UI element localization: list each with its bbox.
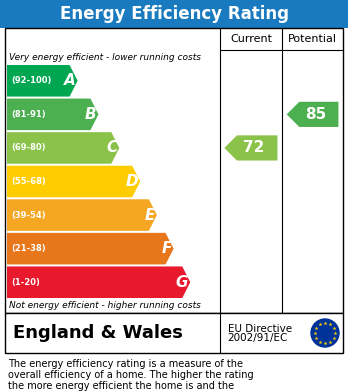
Polygon shape: [287, 102, 339, 127]
Text: F: F: [161, 241, 172, 256]
Text: (55-68): (55-68): [11, 177, 46, 186]
Bar: [5, 28, 343, 313]
Text: G: G: [176, 275, 188, 290]
Circle shape: [311, 319, 339, 347]
Polygon shape: [7, 65, 78, 97]
Text: England & Wales: England & Wales: [13, 324, 183, 342]
Text: Very energy efficient - lower running costs: Very energy efficient - lower running co…: [9, 52, 201, 61]
Text: The energy efficiency rating is a measure of the: The energy efficiency rating is a measur…: [8, 359, 243, 369]
Text: (69-80): (69-80): [11, 143, 46, 152]
Polygon shape: [7, 199, 157, 231]
Polygon shape: [7, 132, 119, 164]
Polygon shape: [224, 135, 277, 161]
Text: Energy Efficiency Rating: Energy Efficiency Rating: [60, 5, 288, 23]
Text: C: C: [106, 140, 117, 156]
Bar: [0, 0, 348, 28]
Polygon shape: [7, 266, 190, 298]
Text: (39-54): (39-54): [11, 211, 46, 220]
Text: E: E: [144, 208, 155, 222]
Polygon shape: [7, 233, 174, 264]
Text: 72: 72: [243, 140, 265, 156]
Polygon shape: [7, 99, 98, 130]
Text: overall efficiency of a home. The higher the rating: overall efficiency of a home. The higher…: [8, 370, 254, 380]
Text: Potential: Potential: [288, 34, 337, 44]
Text: Current: Current: [230, 34, 272, 44]
Text: 2002/91/EC: 2002/91/EC: [228, 333, 288, 343]
Text: A: A: [64, 73, 76, 88]
Text: EU Directive: EU Directive: [228, 324, 292, 334]
Text: 85: 85: [305, 107, 326, 122]
Text: B: B: [85, 107, 96, 122]
Text: (92-100): (92-100): [11, 76, 52, 85]
Text: the more energy efficient the home is and the: the more energy efficient the home is an…: [8, 381, 234, 391]
Text: (21-38): (21-38): [11, 244, 46, 253]
Text: (81-91): (81-91): [11, 110, 46, 119]
Text: D: D: [126, 174, 138, 189]
Text: (1-20): (1-20): [11, 278, 40, 287]
Polygon shape: [7, 166, 140, 197]
Bar: [5, 313, 343, 353]
Text: Not energy efficient - higher running costs: Not energy efficient - higher running co…: [9, 301, 201, 310]
